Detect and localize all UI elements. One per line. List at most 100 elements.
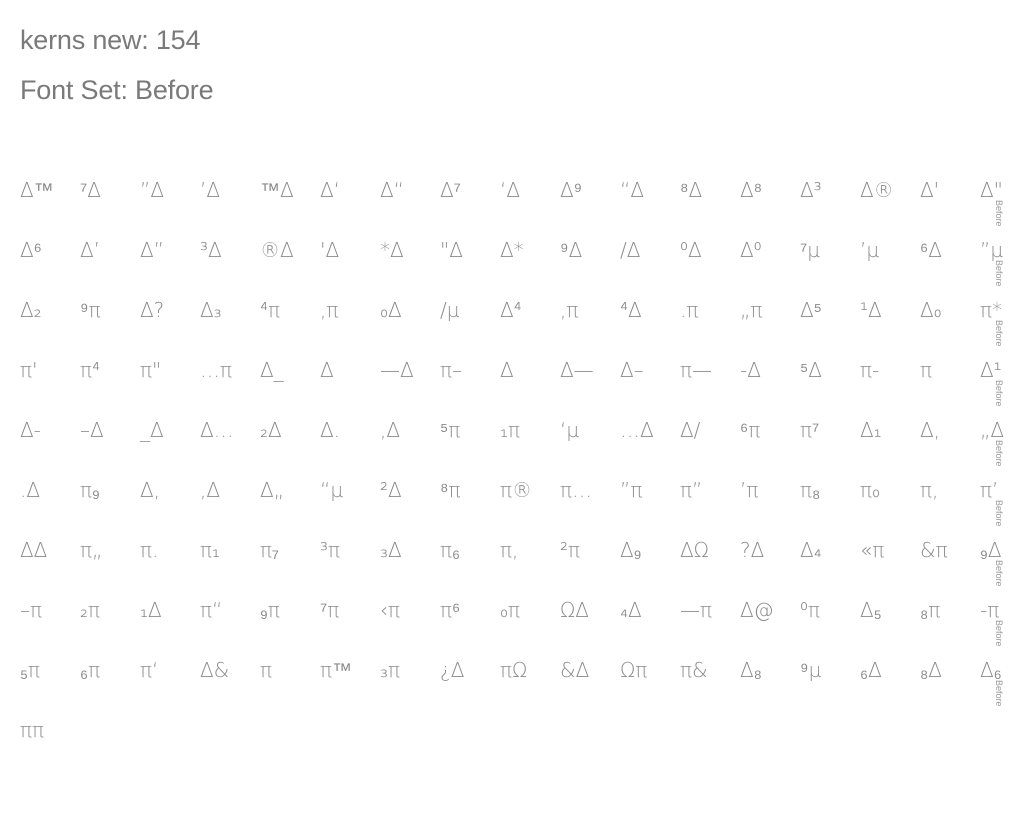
kern-pair: π₈ xyxy=(800,478,821,502)
kern-pair: ⁷µ xyxy=(800,238,820,262)
kern-pair: ₅π xyxy=(20,658,41,682)
kern-pair: ΔΩ xyxy=(680,538,709,562)
kern-pair: &Δ xyxy=(560,658,590,682)
kern-pair: Δ⁶ xyxy=(20,238,42,262)
kern-pair: ¹Δ xyxy=(860,298,882,322)
kern-pair: …Δ xyxy=(620,418,654,442)
kern-pair: π“ xyxy=(200,598,223,622)
kern-pair: 'Δ xyxy=(320,238,340,262)
kern-pair: ‘µ xyxy=(560,418,580,442)
kern-pair: π⁷ xyxy=(800,418,820,442)
kern-pair: π— xyxy=(680,358,713,382)
kern-pair: Δ₀ xyxy=(920,298,942,322)
kern-pair: Δ… xyxy=(200,418,234,442)
kern-pair: π‘ xyxy=(140,658,159,682)
kern-pair: ,π xyxy=(560,298,579,322)
kern-pair: ⁴π xyxy=(260,298,281,322)
kern-pair: “Δ xyxy=(620,178,645,202)
kern-pair: ’Δ xyxy=(200,178,221,202)
kern-pair: ⁸Δ xyxy=(680,178,703,202)
kern-pair: ”µ xyxy=(980,238,1004,262)
kern-pair: Δ— xyxy=(560,358,594,382)
kern-row: Δ₂ ⁹π Δ? Δ₃ ⁴π ,π ₀Δ/µ Δ⁴ ,π ⁴Δ .π „π Δ⁵ ¹Δ Δ₀ π* Before xyxy=(20,290,1020,350)
kern-pair: ?Δ xyxy=(740,538,765,562)
kern-pair: Δ¹ xyxy=(980,358,1002,382)
kern-pair: π⁶ xyxy=(440,598,461,622)
kern-pair: ₉Δ xyxy=(980,538,1002,562)
kern-pair: /Δ xyxy=(620,238,641,262)
kern-pair: ⁰π xyxy=(800,598,821,622)
kern-pair: ⁸π xyxy=(440,478,461,502)
kern-pair: ¿Δ xyxy=(440,658,465,682)
kern-pair: Ωπ xyxy=(620,658,648,682)
kern-pair: “µ xyxy=(320,478,344,502)
kern-pair: -Δ xyxy=(740,358,761,382)
kern-pair: π, xyxy=(920,478,939,502)
kern-pair: „π xyxy=(740,298,763,322)
kern-pair: π₁ xyxy=(200,538,221,562)
kern-pair: ⁷Δ xyxy=(80,178,101,202)
kern-pair: —Δ xyxy=(380,358,414,382)
kern-pair: ₃π xyxy=(380,658,401,682)
kern-pair: _Δ xyxy=(140,418,164,442)
kern-pair: ⁵π xyxy=(440,418,461,442)
kern-pair: π' xyxy=(20,358,38,382)
kern-pair: Δ™ xyxy=(20,178,54,202)
kern-pair: Δ® xyxy=(860,178,894,202)
kern-pair: πΩ xyxy=(500,658,528,682)
kern-pair: ⁹Δ xyxy=(560,238,583,262)
kern-pair: Δ" xyxy=(980,178,1003,202)
header: kerns new: 154 Font Set: Before xyxy=(20,22,214,108)
kern-pair: Δ“ xyxy=(380,178,405,202)
kern-pair: ”Δ xyxy=(140,178,165,202)
kern-pair: π, xyxy=(500,538,519,562)
kern-pair: Δ₈ xyxy=(740,658,762,682)
font-set-label: Font Set: Before xyxy=(20,75,214,105)
kern-pair: ,π xyxy=(320,298,339,322)
kern-pair: π xyxy=(920,358,933,382)
kern-pair: π– xyxy=(440,358,463,382)
kern-pair: ₁π xyxy=(500,418,521,442)
kern-pair: ²π xyxy=(560,538,581,562)
kern-pair: π" xyxy=(140,358,162,382)
kern-pair: "Δ xyxy=(440,238,463,262)
kern-pair: π- xyxy=(860,358,880,382)
kern-pair: ’π xyxy=(740,478,759,502)
kern-pair: Δ' xyxy=(920,178,940,202)
kern-pair: «π xyxy=(860,538,885,562)
kern-pair: ₂Δ xyxy=(260,418,282,442)
kern-pair: ΔΔ xyxy=(20,538,48,562)
kern-pair: Δ₂ xyxy=(20,298,42,322)
kern-pair: Δ‘ xyxy=(320,178,341,202)
kern-pair: ”π xyxy=(620,478,643,502)
kern-pair: ₈π xyxy=(920,598,941,622)
kern-pair: Δ³ xyxy=(800,178,822,202)
kern-pair: Δ₄ xyxy=(800,538,822,562)
kern-row: ππ xyxy=(20,710,1020,770)
kern-pair: Δ* xyxy=(500,238,524,262)
kern-pair: Δ₁ xyxy=(860,418,882,442)
kern-pair: ‹π xyxy=(380,598,401,622)
kern-pair: Δ_ xyxy=(260,358,284,382)
kern-pair: Δ- xyxy=(20,418,41,442)
kern-pair: π® xyxy=(500,478,533,502)
kern-pair: ,Δ xyxy=(380,418,401,442)
kern-pair: π* xyxy=(980,298,1003,322)
kern-pair: ‘Δ xyxy=(500,178,521,202)
kern-row: –π ₂π ₁Δ π“ ₉π ⁷π ‹π π⁶ ₀π ΩΔ ₄Δ —π Δ@ ⁰π Δ₅ ₈π -π Before xyxy=(20,590,1020,650)
kern-pair: Δ₃ xyxy=(200,298,222,322)
kern-pair: ⁶π xyxy=(740,418,761,442)
kern-pair: Δ₆ xyxy=(980,658,1002,682)
kern-pair: π xyxy=(260,658,273,682)
kern-pair: ™Δ xyxy=(260,178,294,202)
kern-pair: π. xyxy=(140,538,159,562)
kern-pair: Δ@ xyxy=(740,598,774,622)
kern-pair: Δ, xyxy=(140,478,161,502)
kern-pair: Δ„ xyxy=(260,478,285,502)
kern-pair: —π xyxy=(680,598,713,622)
kern-pair: Δ⁷ xyxy=(440,178,461,202)
kern-pair: ⁴Δ xyxy=(620,298,642,322)
kern-pair: π… xyxy=(560,478,593,502)
kern-row: Δ- –Δ _Δ Δ… ₂Δ Δ. ,Δ ⁵π ₁π ‘µ …Δ Δ/⁶π π⁷ Δ₁ Δ, „Δ Before xyxy=(20,410,1020,470)
kern-pair: „Δ xyxy=(980,418,1005,442)
